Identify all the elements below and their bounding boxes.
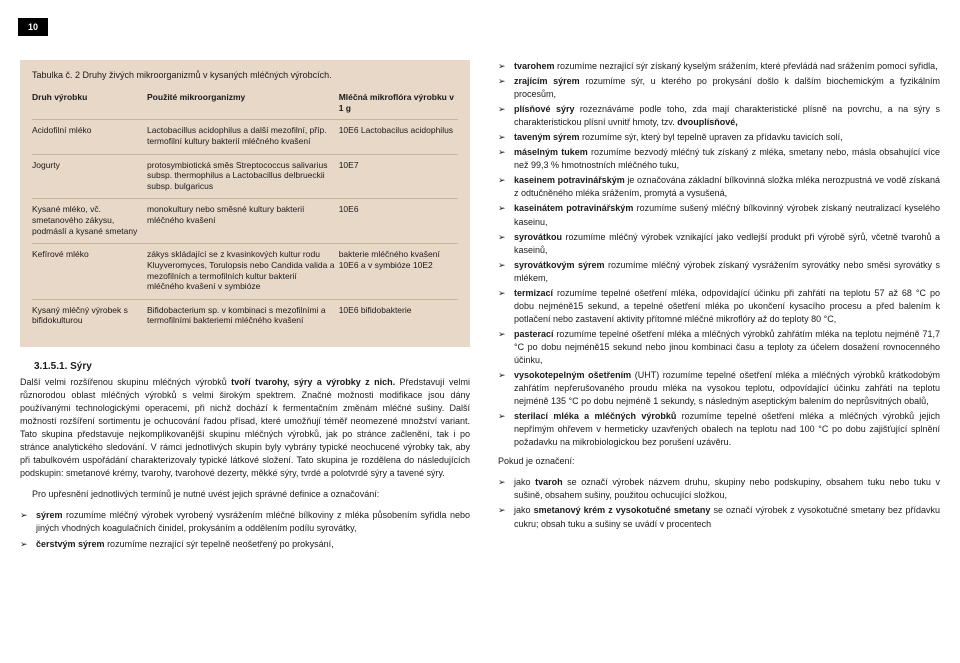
list-item: taveným sýrem rozumíme sýr, který byl te… [498, 131, 940, 144]
table-cell: Kefírové mléko [32, 244, 147, 300]
table-caption: Tabulka č. 2 Druhy živých mikroorganizmů… [32, 70, 458, 80]
table-cell: 10E7 [339, 154, 458, 199]
list-item: syrovátkou rozumíme mléčný výrobek vznik… [498, 231, 940, 257]
table-cell: Acidofilní mléko [32, 120, 147, 154]
table-row: Kysané mléko, vč. smetanového zákysu, po… [32, 199, 458, 244]
table-cell: Kysané mléko, vč. smetanového zákysu, po… [32, 199, 147, 244]
left-column: Tabulka č. 2 Druhy živých mikroorganizmů… [20, 60, 470, 553]
table-header: Druh výrobku [32, 88, 147, 120]
list-item: sýrem rozumíme mléčný výrobek vyrobený v… [20, 509, 470, 535]
section-heading: 3.1.5.1. Sýry [34, 361, 470, 372]
list-item: kaseinátem potravinářským rozumíme sušen… [498, 202, 940, 228]
table-row: Kefírové mlékozákys skládající se z kvas… [32, 244, 458, 300]
table-cell: 10E6 [339, 199, 458, 244]
right-column: tvarohem rozumíme nezrající sýr získaný … [498, 60, 940, 553]
term-list: jako tvaroh se označí výrobek názvem dru… [498, 476, 940, 530]
list-item: plísňové sýry rozeznáváme podle toho, zd… [498, 103, 940, 129]
microorganism-table: Druh výrobku Použité mikroorganizmy Mléč… [32, 88, 458, 333]
table-cell: monokultury nebo směsné kultury bakterií… [147, 199, 339, 244]
paragraph: Pokud je označení: [498, 455, 940, 468]
list-item: tvarohem rozumíme nezrající sýr získaný … [498, 60, 940, 73]
list-item: jako tvaroh se označí výrobek názvem dru… [498, 476, 940, 502]
list-item: jako smetanový krém z vysokotučné smetan… [498, 504, 940, 530]
page-number-badge: 10 [18, 18, 48, 36]
table-row: Kysaný mléčný výrobek s bifidokulturouBi… [32, 299, 458, 333]
page-body: Tabulka č. 2 Druhy živých mikroorganizmů… [0, 0, 960, 573]
table-cell: 10E6 bifidobakterie [339, 299, 458, 333]
table-cell: bakterie mléčného kvašení 10E6 a v symbi… [339, 244, 458, 300]
list-item: kaseinem potravinářským je označována zá… [498, 174, 940, 200]
table-block: Tabulka č. 2 Druhy živých mikroorganizmů… [20, 60, 470, 347]
table-header-row: Druh výrobku Použité mikroorganizmy Mléč… [32, 88, 458, 120]
list-item: vysokotepelným ošetřením (UHT) rozumíme … [498, 369, 940, 408]
table-cell: protosymbiotická směs Streptococcus sali… [147, 154, 339, 199]
table-cell: zákys skládající se z kvasinkových kultu… [147, 244, 339, 300]
list-item: syrovátkovým sýrem rozumíme mléčný výrob… [498, 259, 940, 285]
table-cell: Bifidobacterium sp. v kombinaci s mezofi… [147, 299, 339, 333]
list-item: čerstvým sýrem rozumíme nezrající sýr te… [20, 538, 470, 551]
term-list: sýrem rozumíme mléčný výrobek vyrobený v… [20, 509, 470, 550]
table-header: Mléčná mikroflóra výrobku v 1 g [339, 88, 458, 120]
table-cell: Lactobacillus acidophilus a další mezofi… [147, 120, 339, 154]
list-item: sterilací mléka a mléčných výrobků rozum… [498, 410, 940, 449]
list-item: termizací rozumíme tepelné ošetření mlék… [498, 287, 940, 326]
table-header: Použité mikroorganizmy [147, 88, 339, 120]
list-item: pasterací rozumíme tepelné ošetření mlék… [498, 328, 940, 367]
term-list: tvarohem rozumíme nezrající sýr získaný … [498, 60, 940, 449]
table-row: Jogurtyprotosymbiotická směs Streptococc… [32, 154, 458, 199]
table-cell: Kysaný mléčný výrobek s bifidokulturou [32, 299, 147, 333]
paragraph: Pro upřesnění jednotlivých termínů je nu… [20, 488, 470, 501]
table-cell: 10E6 Lactobacilus acidophilus [339, 120, 458, 154]
table-cell: Jogurty [32, 154, 147, 199]
paragraph: Další velmi rozšířenou skupinu mléčných … [20, 376, 470, 480]
table-row: Acidofilní mlékoLactobacillus acidophilu… [32, 120, 458, 154]
list-item: máselným tukem rozumíme bezvodý mléčný t… [498, 146, 940, 172]
list-item: zrajícím sýrem rozumíme sýr, u kterého p… [498, 75, 940, 101]
